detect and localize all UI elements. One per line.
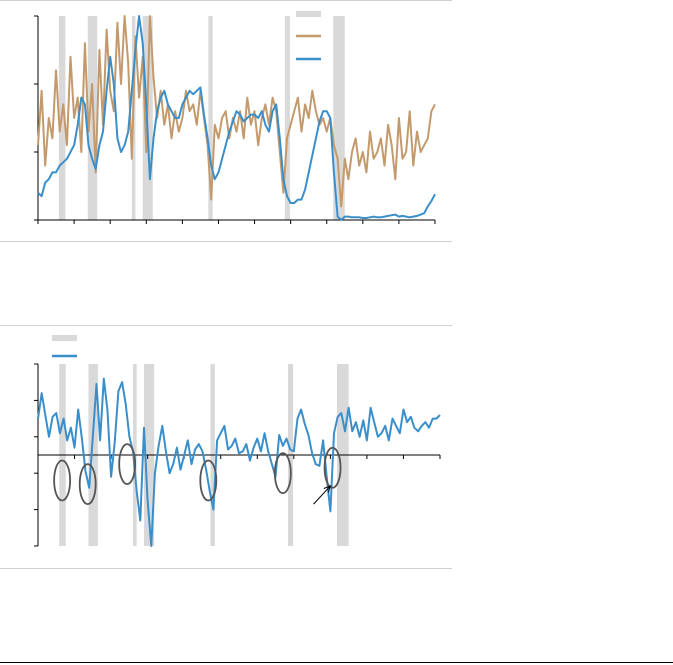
highlight-circle — [199, 459, 218, 502]
highlight-circle — [273, 452, 292, 495]
chart-panel-top — [0, 0, 452, 240]
annotation-arrow-head — [323, 485, 332, 493]
highlight-circle — [118, 443, 137, 486]
series-line-tan — [37, 15, 436, 208]
recession-band — [208, 16, 213, 220]
highlight-circle — [78, 463, 97, 506]
recession-band — [333, 16, 345, 220]
bottom-rule — [0, 662, 673, 663]
panel-divider-2 — [0, 325, 452, 326]
panel-divider-1 — [0, 241, 452, 242]
chart-bottom — [34, 335, 441, 547]
series-line-blue — [37, 377, 441, 547]
legend-swatch-recession — [52, 335, 77, 341]
chart-top — [34, 11, 436, 224]
recession-band — [284, 16, 290, 220]
top-rule — [0, 0, 452, 1]
highlight-circle — [53, 459, 72, 502]
annotation-arrow — [313, 485, 331, 505]
panel-divider-3 — [0, 568, 452, 569]
chart-panel-bottom — [0, 326, 452, 566]
highlight-circle — [323, 446, 342, 489]
legend-swatch-recession — [296, 11, 321, 17]
series-line-blue — [37, 15, 436, 221]
